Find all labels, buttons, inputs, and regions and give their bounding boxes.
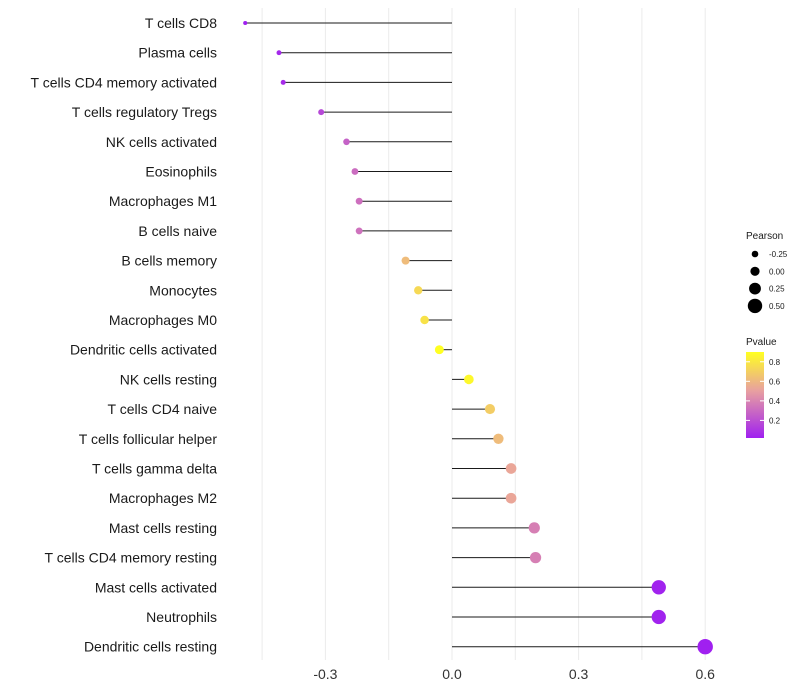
lollipop-point xyxy=(528,522,540,534)
category-label: Macrophages M1 xyxy=(109,193,217,209)
lollipop-point xyxy=(505,463,517,474)
lollipop-point xyxy=(355,197,363,205)
x-tick-label: 0.6 xyxy=(695,666,715,682)
pearson-legend-label: -0.25 xyxy=(769,250,788,259)
lollipop-point xyxy=(355,227,363,235)
lollipop-point xyxy=(414,286,423,295)
lollipop-point xyxy=(420,315,429,325)
lollipop-point xyxy=(276,50,282,56)
x-tick-label: -0.3 xyxy=(313,666,337,682)
lollipop-point xyxy=(493,433,504,444)
category-label: T cells CD4 memory activated xyxy=(31,74,217,90)
category-label: Mast cells activated xyxy=(95,579,217,595)
pearson-legend-key xyxy=(750,266,760,276)
category-label: NK cells resting xyxy=(120,371,217,387)
category-label: B cells naive xyxy=(138,223,217,239)
lollipop-point xyxy=(697,638,713,655)
pvalue-colorbar xyxy=(746,352,764,438)
category-label: Dendritic cells activated xyxy=(70,342,217,358)
pvalue-color-legend: Pvalue 0.8 0.6 0.4 0.2 xyxy=(746,337,781,438)
lollipop-point xyxy=(529,551,542,564)
lollipop-point xyxy=(651,580,666,595)
lollipop-point xyxy=(434,345,444,355)
lollipop-point xyxy=(401,256,410,265)
category-label: Mast cells resting xyxy=(109,520,217,536)
x-tick-label: 0.0 xyxy=(442,666,462,682)
lollipop-point xyxy=(484,404,496,415)
pearson-legend-key xyxy=(751,250,759,258)
pearson-legend-key xyxy=(747,298,763,314)
category-label: NK cells activated xyxy=(106,134,217,150)
lollipop-point xyxy=(351,168,359,175)
lollipop-point xyxy=(318,109,325,116)
category-label: T cells CD4 naive xyxy=(108,401,218,417)
category-label: Monocytes xyxy=(149,282,217,298)
lollipop-point xyxy=(280,79,286,85)
pearson-legend-label: 0.00 xyxy=(769,267,785,276)
category-label: Dendritic cells resting xyxy=(84,639,217,655)
category-label: Plasma cells xyxy=(138,45,217,61)
lollipop-point xyxy=(243,20,248,26)
point-layer xyxy=(243,20,713,655)
lollipop-point xyxy=(505,492,517,504)
pvalue-tick-label: 0.4 xyxy=(769,397,781,406)
category-labels: T cells CD8 Plasma cells T cells CD4 memor… xyxy=(31,15,218,655)
lollipop-point xyxy=(343,138,350,146)
pvalue-tick-label: 0.8 xyxy=(769,358,781,367)
pvalue-legend-title: Pvalue xyxy=(746,337,777,348)
grid-layer xyxy=(261,8,706,660)
category-label: Neutrophils xyxy=(146,609,217,625)
pearson-legend-label: 0.25 xyxy=(769,285,785,294)
category-label: T cells CD8 xyxy=(145,15,217,31)
pvalue-tick-label: 0.6 xyxy=(769,377,781,386)
stem-layer xyxy=(245,22,706,648)
category-label: B cells memory xyxy=(121,253,217,269)
category-label: T cells CD4 memory resting xyxy=(45,550,217,566)
category-label: T cells regulatory Tregs xyxy=(72,104,217,120)
lollipop-point xyxy=(651,609,666,625)
pearson-legend-key xyxy=(749,282,761,295)
pvalue-tick-label: 0.2 xyxy=(769,416,781,425)
pearson-size-legend: Pearson -0.25 0.00 0.25 0.50 xyxy=(746,231,788,314)
x-axis-ticks: -0.3 0.0 0.3 0.6 xyxy=(313,666,715,682)
lollipop-point xyxy=(464,374,474,385)
category-label: Macrophages M2 xyxy=(109,490,217,506)
x-tick-label: 0.3 xyxy=(569,666,589,682)
category-label: Macrophages M0 xyxy=(109,312,217,328)
pearson-legend-label: 0.50 xyxy=(769,302,785,311)
category-label: T cells follicular helper xyxy=(79,431,218,447)
pearson-legend-title: Pearson xyxy=(746,231,783,242)
category-label: T cells gamma delta xyxy=(92,461,217,477)
category-label: Eosinophils xyxy=(145,164,217,180)
